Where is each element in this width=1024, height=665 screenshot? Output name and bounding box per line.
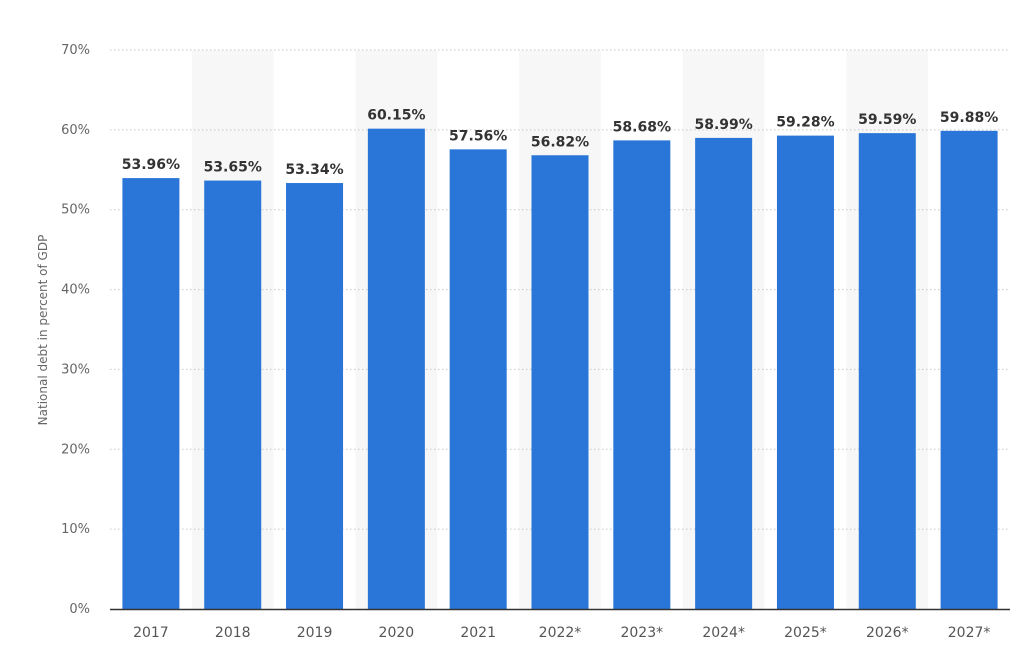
x-tick-label-2017: 2017 [133, 625, 169, 641]
y-tick-label-60: 60% [61, 123, 90, 138]
data-label-2024*: 58.99% [694, 117, 752, 133]
x-tick-label-2019: 2019 [297, 625, 333, 641]
bar-2018 [204, 180, 262, 610]
y-axis-ticks: 0% 10% 20% 30% 40% 50% 60% 70% [61, 43, 90, 617]
data-label-2020: 60.15% [367, 108, 425, 124]
y-tick-label-50: 50% [61, 203, 90, 218]
x-tick-label-2021: 2021 [460, 625, 496, 641]
y-tick-label-70: 70% [61, 43, 90, 58]
x-tick-label-2024*: 2024* [702, 625, 745, 641]
y-axis-title: National debt in percent of GDP [36, 235, 50, 426]
y-tick-label-20: 20% [61, 442, 90, 457]
data-labels: 53.96% 53.65% 53.34% 60.15% 57.56% 56.82% 58.6… [122, 108, 998, 178]
x-tick-label-2022*: 2022* [539, 625, 582, 641]
data-label-2019: 53.34% [285, 162, 343, 178]
data-label-2023*: 58.68% [613, 119, 671, 135]
bar-2023* [613, 140, 671, 609]
data-label-2018: 53.65% [204, 160, 262, 176]
x-tick-label-2020: 2020 [379, 625, 415, 641]
y-tick-label-30: 30% [61, 362, 90, 377]
bar-2021 [449, 149, 507, 609]
y-tick-label-40: 40% [61, 283, 90, 298]
x-axis-ticks: 2017 2018 2019 2020 2021 2022* 2023* 2024* 2025*… [133, 625, 990, 641]
data-label-2027*: 59.88% [940, 110, 998, 126]
data-label-2021: 57.56% [449, 128, 507, 144]
data-label-2022*: 56.82% [531, 134, 589, 150]
x-tick-label-2026*: 2026* [866, 625, 909, 641]
x-tick-label-2027*: 2027* [948, 625, 991, 641]
bar-2024* [695, 137, 753, 609]
bar-2025* [776, 135, 834, 609]
x-tick-label-2018: 2018 [215, 625, 251, 641]
bar-2026* [858, 133, 916, 609]
x-tick-label-2023*: 2023* [620, 625, 663, 641]
x-tick-label-2025*: 2025* [784, 625, 827, 641]
data-label-2025*: 59.28% [776, 115, 834, 131]
data-label-2026*: 59.59% [858, 112, 916, 128]
bar-2027* [940, 130, 998, 609]
bar-2019 [286, 183, 344, 610]
bars [122, 128, 998, 610]
bar-2022* [531, 155, 589, 609]
y-tick-label-0: 0% [69, 602, 90, 617]
bar-2020 [367, 128, 425, 609]
data-label-2017: 53.96% [122, 157, 180, 173]
bar-2017 [122, 178, 180, 609]
y-tick-label-10: 10% [61, 522, 90, 537]
